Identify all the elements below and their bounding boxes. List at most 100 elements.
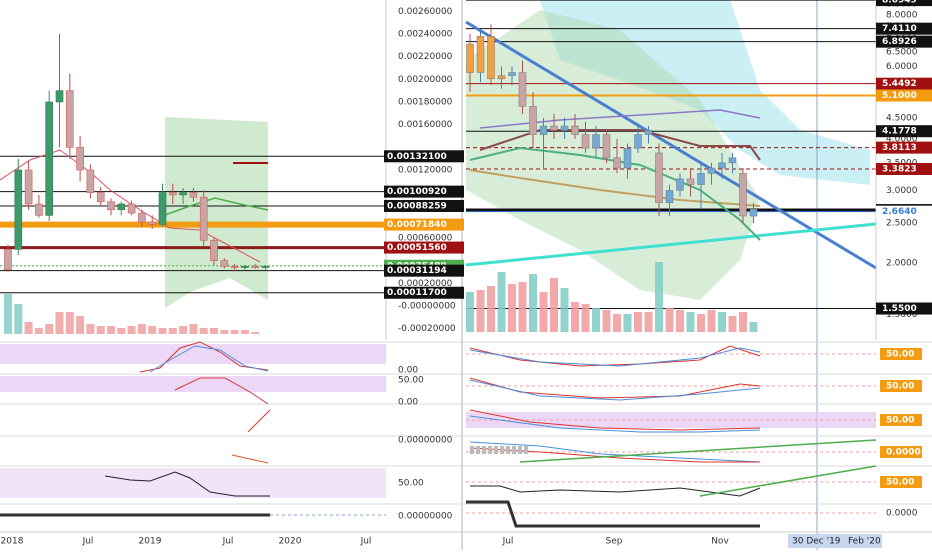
x-tick-label: 30 Dec '19 xyxy=(792,537,841,547)
candle[interactable] xyxy=(96,187,105,207)
volume-bar xyxy=(623,314,632,332)
candle[interactable] xyxy=(4,244,12,272)
candle[interactable] xyxy=(261,265,270,270)
candle[interactable] xyxy=(127,200,136,216)
oscillator-band xyxy=(0,468,386,498)
candle[interactable] xyxy=(539,117,548,169)
price-badge-label: 5.1000 xyxy=(882,91,917,101)
candle-body xyxy=(644,130,653,135)
candle-body xyxy=(539,125,548,135)
x-tick-label: Nov xyxy=(711,537,729,547)
candle[interactable] xyxy=(76,136,84,182)
candle[interactable] xyxy=(169,183,177,204)
candle[interactable] xyxy=(86,164,95,199)
y-tick-label: 0.00120000 xyxy=(398,166,453,176)
candle[interactable] xyxy=(529,92,537,149)
candle[interactable] xyxy=(55,34,64,148)
candle[interactable] xyxy=(655,143,663,217)
volume-bar xyxy=(487,286,495,332)
price-badge[interactable] xyxy=(384,199,464,212)
price-badge[interactable] xyxy=(876,22,932,35)
oscillator-axis-label: 0.00 xyxy=(398,398,418,408)
candle-body xyxy=(466,43,474,73)
price-badge[interactable] xyxy=(384,218,464,231)
candle[interactable] xyxy=(107,198,115,216)
candle[interactable] xyxy=(613,138,621,174)
candle[interactable] xyxy=(487,24,495,86)
volume-bar xyxy=(476,290,485,332)
price-badge[interactable] xyxy=(876,162,932,175)
price-badge[interactable] xyxy=(876,205,932,218)
candle[interactable] xyxy=(592,126,600,158)
volume-bar xyxy=(199,328,208,334)
candle[interactable] xyxy=(718,152,726,179)
candle[interactable] xyxy=(45,90,54,221)
candle[interactable] xyxy=(728,152,737,174)
price-badge[interactable] xyxy=(876,125,932,138)
candle[interactable] xyxy=(210,238,218,266)
candle[interactable] xyxy=(686,168,695,197)
candle[interactable] xyxy=(66,73,74,159)
candle[interactable] xyxy=(117,201,126,216)
candle[interactable] xyxy=(571,113,579,139)
candle[interactable] xyxy=(497,66,506,89)
candle[interactable] xyxy=(634,126,642,153)
candle[interactable] xyxy=(476,31,485,83)
candle-body xyxy=(261,266,270,268)
price-badge[interactable] xyxy=(876,302,932,315)
y-tick-label: 0.00020000 xyxy=(398,279,453,289)
candle[interactable] xyxy=(550,113,558,139)
ascending-trendline[interactable] xyxy=(465,222,877,267)
candle[interactable] xyxy=(508,66,516,86)
candle[interactable] xyxy=(220,258,229,269)
candle[interactable] xyxy=(697,162,705,210)
candle[interactable] xyxy=(138,209,146,227)
descending-trendline[interactable] xyxy=(465,20,877,270)
candle-body xyxy=(55,90,64,103)
oscillator-badge-bg xyxy=(880,446,922,458)
candle[interactable] xyxy=(707,162,716,185)
price-badge[interactable] xyxy=(384,241,464,254)
candle[interactable] xyxy=(560,117,569,139)
candle[interactable] xyxy=(665,184,674,217)
candle[interactable] xyxy=(241,265,249,270)
candle-body xyxy=(179,192,187,196)
price-badge[interactable] xyxy=(876,89,932,102)
price-badge[interactable] xyxy=(384,150,464,163)
candle[interactable] xyxy=(189,188,198,202)
candle-body xyxy=(686,178,695,185)
candle[interactable] xyxy=(251,264,259,269)
volume-bar xyxy=(127,326,136,334)
price-badge[interactable] xyxy=(876,0,932,7)
candle[interactable] xyxy=(602,130,611,163)
candle[interactable] xyxy=(518,60,527,114)
price-badge[interactable] xyxy=(384,185,464,198)
price-badge[interactable] xyxy=(876,35,932,48)
oscillator-line xyxy=(149,345,269,373)
candle[interactable] xyxy=(581,121,590,153)
candle-body xyxy=(550,125,558,131)
candle[interactable] xyxy=(14,158,23,255)
date-cursor-badge[interactable] xyxy=(788,534,882,548)
candle[interactable] xyxy=(35,194,43,218)
candle[interactable] xyxy=(749,202,758,224)
price-badge[interactable] xyxy=(876,77,932,90)
candle[interactable] xyxy=(148,215,156,229)
candle[interactable] xyxy=(158,183,167,227)
candle[interactable] xyxy=(466,33,474,93)
candle[interactable] xyxy=(199,190,208,248)
divergence-trendline[interactable] xyxy=(519,439,877,463)
divergence-trendline[interactable] xyxy=(699,465,877,497)
volume-bar xyxy=(497,272,506,332)
candle[interactable] xyxy=(739,168,747,224)
price-badge[interactable] xyxy=(384,286,464,299)
candle[interactable] xyxy=(644,126,653,144)
candle[interactable] xyxy=(230,264,239,271)
price-badge[interactable] xyxy=(876,141,932,154)
price-badge[interactable] xyxy=(384,264,464,277)
candle[interactable] xyxy=(623,143,632,179)
candle[interactable] xyxy=(676,173,684,197)
candle[interactable] xyxy=(24,160,33,210)
candle[interactable] xyxy=(179,188,187,204)
